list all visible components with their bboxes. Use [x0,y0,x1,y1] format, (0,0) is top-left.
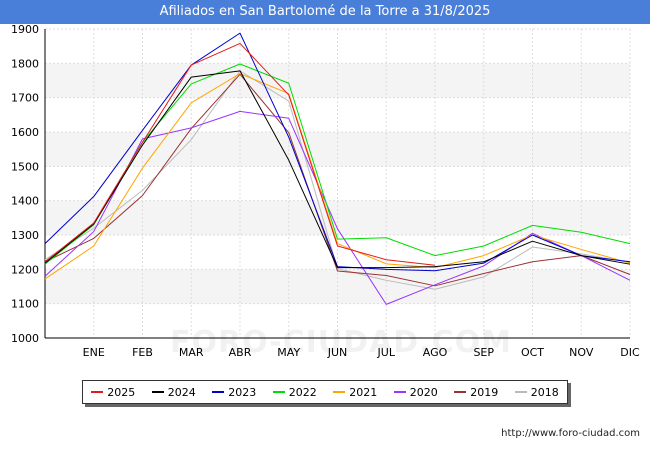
legend-item-2021: 2021 [333,386,377,399]
x-tick-label: OCT [521,346,544,359]
line-chart: 1000 1100 1200 1300 1400 1500 1600 1700 1800 1900… [11,24,640,359]
legend-swatch [514,391,527,393]
legend-item-2025: 2025 [91,386,135,399]
x-tick-label: SEP [473,346,494,359]
y-axis-tick-labels: 1000 1100 1200 1300 1400 1500 1600 1700 1800 1900 [11,24,39,345]
legend-label: 2019 [470,385,499,399]
chart-legend: 2025 2024 2023 2022 2021 2020 2019 2018 [82,380,568,404]
legend-item-2018: 2018 [514,385,559,399]
x-tick-label: AGO [423,346,448,359]
legend-swatch [212,391,225,393]
y-tick-label: 1500 [11,160,39,173]
x-axis-tick-labels: ENE FEB MAR ABR MAY JUN JUL AGO SEP OCT NOV DIC [83,346,640,359]
x-tick-label: ENE [83,346,105,359]
x-tick-label: NOV [569,346,594,359]
x-tick-label: ABR [229,346,252,359]
chart-title: Afiliados en San Bartolomé de la Torre a… [0,0,650,24]
legend-label: 2025 [107,385,136,399]
legend-swatch [393,391,406,393]
y-tick-label: 1200 [11,263,39,276]
source-url: http://www.foro-ciudad.com [501,428,640,439]
legend-label: 2022 [288,385,317,399]
series-line-2020 [44,110,631,305]
y-tick-label: 1000 [11,332,39,345]
series-line-2019 [44,73,631,287]
y-tick-label: 1900 [11,24,39,36]
legend-label: 2023 [228,385,257,399]
legend-item-2020: 2020 [393,385,438,399]
legend-swatch [151,391,164,393]
y-tick-label: 1700 [11,92,39,105]
series-lines [44,32,631,305]
x-tick-label: JUL [377,346,396,359]
chart-axes [44,29,630,339]
legend-label: 2024 [167,385,196,399]
plot-band [45,235,630,270]
legend-swatch [333,391,346,393]
y-tick-label: 1300 [11,229,39,242]
legend-item-2022: 2022 [272,385,317,399]
x-tick-label: FEB [132,346,153,359]
series-line-2024 [44,70,631,269]
y-tick-label: 1400 [11,195,39,208]
watermark-text: FORO-CIUDAD.COM [170,325,512,360]
legend-label: 2018 [530,385,559,399]
x-tick-label: JUN [327,346,348,359]
plot-band [45,63,630,98]
x-tick-label: MAY [277,346,300,359]
grid-lines [45,28,631,339]
legend-swatch [91,391,104,393]
x-tick-label: DIC [620,346,640,359]
y-tick-label: 1100 [11,298,39,311]
legend-item-2023: 2023 [212,386,256,399]
legend-item-2024: 2024 [151,385,196,399]
series-line-2018 [44,70,631,290]
x-tick-label: MAR [179,346,204,359]
legend-swatch [454,391,467,393]
y-tick-label: 1800 [11,57,39,70]
legend-label: 2020 [409,385,438,399]
legend-item-2019: 2019 [454,386,498,399]
series-line-2025 [44,42,436,266]
legend-label: 2021 [349,385,378,399]
legend-swatch [272,391,285,393]
y-tick-label: 1600 [11,126,39,139]
